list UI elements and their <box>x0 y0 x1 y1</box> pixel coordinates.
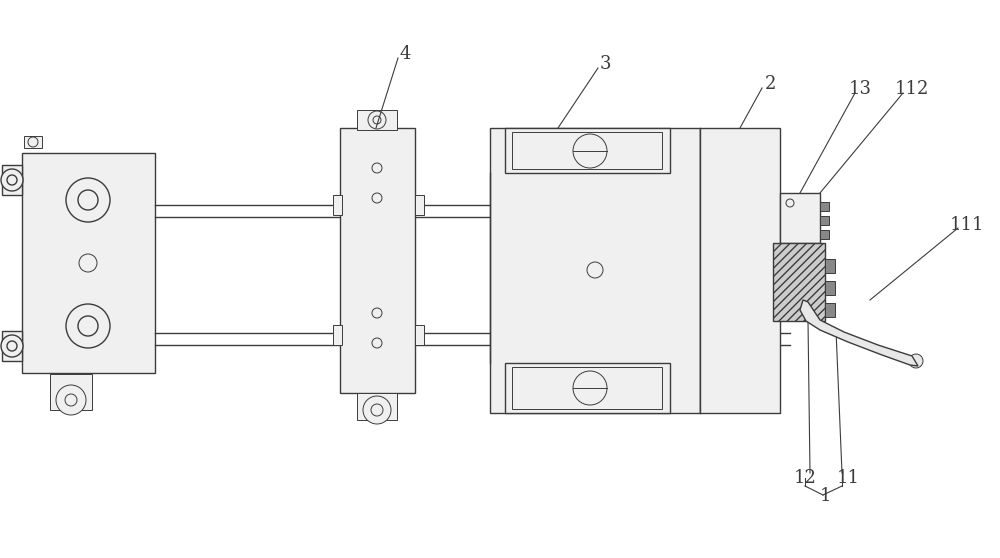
Polygon shape <box>800 300 918 366</box>
Bar <box>505 363 670 413</box>
Bar <box>415 195 424 215</box>
Bar <box>2 331 22 361</box>
Circle shape <box>573 134 607 168</box>
Bar <box>820 230 829 239</box>
Circle shape <box>56 385 86 415</box>
Bar <box>512 132 662 169</box>
Bar <box>780 193 820 243</box>
Circle shape <box>1 335 23 357</box>
Bar <box>357 110 397 130</box>
Circle shape <box>573 371 607 405</box>
Circle shape <box>363 396 391 424</box>
Bar <box>415 325 424 345</box>
Bar <box>820 202 829 211</box>
Bar <box>825 303 835 317</box>
Text: 111: 111 <box>950 216 984 234</box>
Text: 13: 13 <box>848 80 872 98</box>
Bar <box>50 374 92 410</box>
Circle shape <box>909 354 923 368</box>
Bar <box>333 195 342 215</box>
Bar <box>490 128 700 413</box>
Text: 112: 112 <box>895 80 929 98</box>
Bar <box>22 153 155 373</box>
Text: 12: 12 <box>794 469 816 487</box>
Bar <box>333 325 342 345</box>
Bar <box>512 367 662 409</box>
Text: 2: 2 <box>764 75 776 93</box>
Circle shape <box>66 304 110 348</box>
Bar <box>24 136 42 148</box>
Bar <box>2 165 22 195</box>
Circle shape <box>368 111 386 129</box>
Text: 1: 1 <box>819 487 831 505</box>
Bar <box>825 259 835 273</box>
Bar <box>700 128 780 413</box>
Text: 3: 3 <box>599 55 611 73</box>
Text: 11: 11 <box>836 469 860 487</box>
Bar <box>357 393 397 420</box>
Bar <box>773 243 825 321</box>
Text: 4: 4 <box>399 45 411 63</box>
Circle shape <box>1 169 23 191</box>
Circle shape <box>66 178 110 222</box>
Bar <box>820 216 829 225</box>
Bar <box>340 128 415 393</box>
Bar <box>825 281 835 295</box>
Bar <box>505 128 670 173</box>
